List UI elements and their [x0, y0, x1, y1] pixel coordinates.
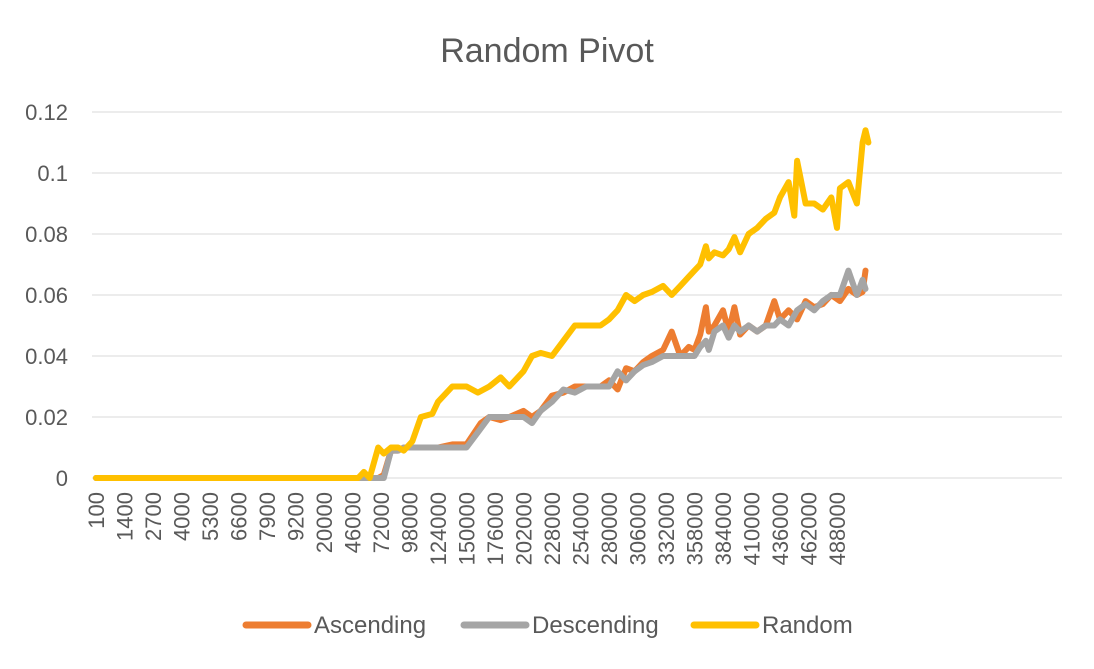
x-tick-label: 5300 [198, 492, 223, 541]
legend-label-ascending: Ascending [314, 612, 426, 639]
x-tick-label: 202000 [512, 492, 537, 565]
x-tick-label: 254000 [569, 492, 594, 565]
series-lines [93, 127, 872, 481]
x-tick-label: 1400 [113, 492, 138, 541]
y-tick-label: 0.1 [37, 161, 68, 186]
series-line-random [93, 127, 872, 481]
x-tick-label: 2700 [141, 492, 166, 541]
x-tick-label: 9200 [284, 492, 309, 541]
legend-label-random: Random [762, 612, 853, 639]
series-line-descending [93, 267, 869, 481]
y-tick-label: 0.06 [25, 283, 68, 308]
y-tick-label: 0 [56, 466, 68, 491]
x-tick-label: 358000 [683, 492, 708, 565]
x-tick-label: 98000 [398, 492, 423, 553]
x-tick-label: 176000 [483, 492, 508, 565]
y-tick-label: 0.08 [25, 222, 68, 247]
x-tick-label: 280000 [597, 492, 622, 565]
x-tick-label: 306000 [626, 492, 651, 565]
y-tick-label: 0.12 [25, 100, 68, 125]
x-tick-label: 462000 [797, 492, 822, 565]
x-tick-label: 488000 [825, 492, 850, 565]
x-tick-label: 410000 [740, 492, 765, 565]
legend: Ascending Descending Random [242, 612, 853, 639]
x-tick-label: 332000 [654, 492, 679, 565]
x-tick-label: 6600 [227, 492, 252, 541]
x-tick-label: 46000 [341, 492, 366, 553]
series-line-ascending [93, 267, 869, 481]
grid-lines [92, 111, 1062, 479]
x-tick-label: 72000 [369, 492, 394, 553]
legend-label-descending: Descending [532, 612, 659, 639]
x-tick-label: 384000 [711, 492, 736, 565]
x-tick-label: 20000 [312, 492, 337, 553]
x-tick-label: 436000 [768, 492, 793, 565]
x-tick-label: 228000 [540, 492, 565, 565]
y-tick-label: 0.04 [25, 344, 68, 369]
y-axis-ticks: 0 0.02 0.04 0.06 0.08 0.1 0.12 [25, 100, 68, 491]
x-tick-label: 124000 [426, 492, 451, 565]
x-tick-label: 150000 [455, 492, 480, 565]
x-tick-label: 4000 [170, 492, 195, 541]
x-tick-label: 7900 [255, 492, 280, 541]
chart-title: Random Pivot [440, 32, 654, 70]
y-tick-label: 0.02 [25, 405, 68, 430]
x-tick-label: 100 [84, 492, 109, 529]
x-axis-ticks: 100 1400 2700 4000 5300 6600 7900 9200 20000 4600… [84, 492, 850, 565]
